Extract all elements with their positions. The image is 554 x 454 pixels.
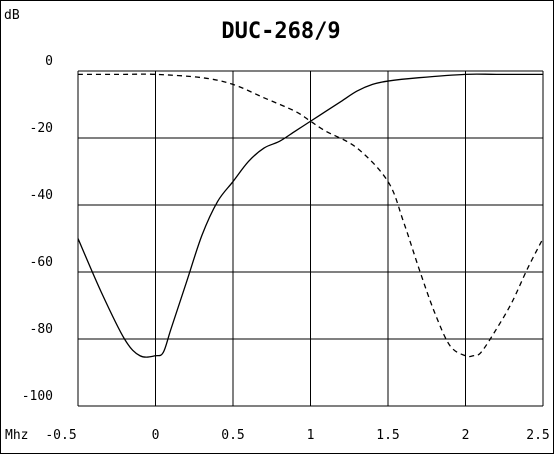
y-tick-label: -100	[22, 389, 53, 404]
y-tick-label: -40	[30, 188, 53, 203]
y-tick-label: -80	[30, 322, 53, 337]
y-tick-labels: 0 -20 -40 -60 -80 -100	[22, 54, 53, 404]
grid	[77, 70, 544, 407]
y-tick-label: -20	[30, 121, 53, 136]
x-tick-label: 1.5	[376, 428, 399, 443]
chart-title: DUC-268/9	[221, 19, 340, 44]
y-axis-label: dB	[4, 8, 20, 23]
y-tick-label: 0	[45, 54, 53, 69]
series-layer	[77, 73, 544, 358]
x-tick-label: 1	[307, 428, 315, 443]
y-tick-label: -60	[30, 255, 53, 270]
series-line-solid	[77, 73, 543, 358]
x-tick-label: -0.5	[45, 428, 76, 443]
x-tick-label: 0	[152, 428, 160, 443]
series-line-dashed	[78, 73, 544, 358]
x-tick-label: 0.5	[221, 428, 244, 443]
x-tick-label: 2.5	[526, 428, 549, 443]
x-tick-labels: -0.5 0 0.5 1 1.5 2 2.5	[45, 428, 549, 443]
x-tick-label: 2	[462, 428, 470, 443]
x-axis-label: Mhz	[5, 428, 28, 443]
